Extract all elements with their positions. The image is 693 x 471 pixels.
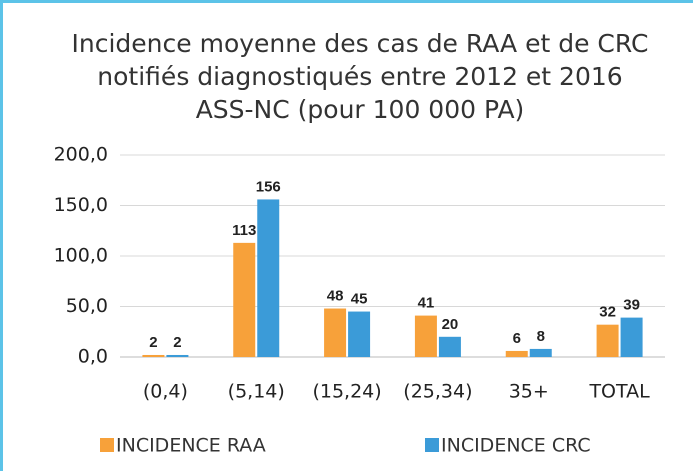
legend-label: INCIDENCE RAA xyxy=(116,435,266,457)
value-label: 2 xyxy=(173,334,181,351)
x-tick-label: (0,4) xyxy=(143,381,188,403)
bar xyxy=(438,336,461,357)
bar xyxy=(142,354,165,357)
legend-label: INCIDENCE CRC xyxy=(441,435,591,457)
value-label: 113 xyxy=(232,222,256,239)
value-label: 156 xyxy=(256,178,281,195)
value-label: 45 xyxy=(351,291,368,308)
bar xyxy=(505,350,528,357)
y-tick-label: 150,0 xyxy=(54,194,108,216)
y-tick-label: 0,0 xyxy=(78,346,108,368)
value-label: 2 xyxy=(149,334,157,351)
chart-title: Incidence moyenne des cas de RAA et de C… xyxy=(72,29,649,58)
y-tick-label: 200,0 xyxy=(54,144,108,166)
value-label: 6 xyxy=(513,330,521,347)
y-tick-label: 100,0 xyxy=(54,245,108,267)
bar xyxy=(324,308,347,357)
x-tick-label: 35+ xyxy=(509,381,549,403)
bar xyxy=(620,317,643,357)
bar xyxy=(166,354,189,357)
bar xyxy=(348,311,371,357)
y-tick-label: 50,0 xyxy=(66,295,108,317)
bar xyxy=(257,199,280,357)
x-tick-label: (25,34) xyxy=(403,381,472,403)
value-label: 32 xyxy=(599,304,616,321)
chart-title: notifiés diagnostiqués entre 2012 et 201… xyxy=(97,62,622,91)
value-label: 41 xyxy=(418,295,435,312)
value-label: 39 xyxy=(623,297,640,314)
x-tick-label: (5,14) xyxy=(228,381,285,403)
value-label: 48 xyxy=(327,287,344,304)
chart-title: ASS-NC (pour 100 000 PA) xyxy=(196,95,525,124)
x-tick-label: (15,24) xyxy=(312,381,381,403)
legend-swatch xyxy=(100,438,114,452)
bar xyxy=(414,315,437,357)
value-label: 20 xyxy=(442,316,459,333)
legend-swatch xyxy=(425,438,439,452)
bar xyxy=(233,242,256,357)
x-tick-label: TOTAL xyxy=(588,381,650,403)
bar xyxy=(529,348,552,357)
value-label: 8 xyxy=(537,328,545,345)
bar xyxy=(596,324,619,357)
